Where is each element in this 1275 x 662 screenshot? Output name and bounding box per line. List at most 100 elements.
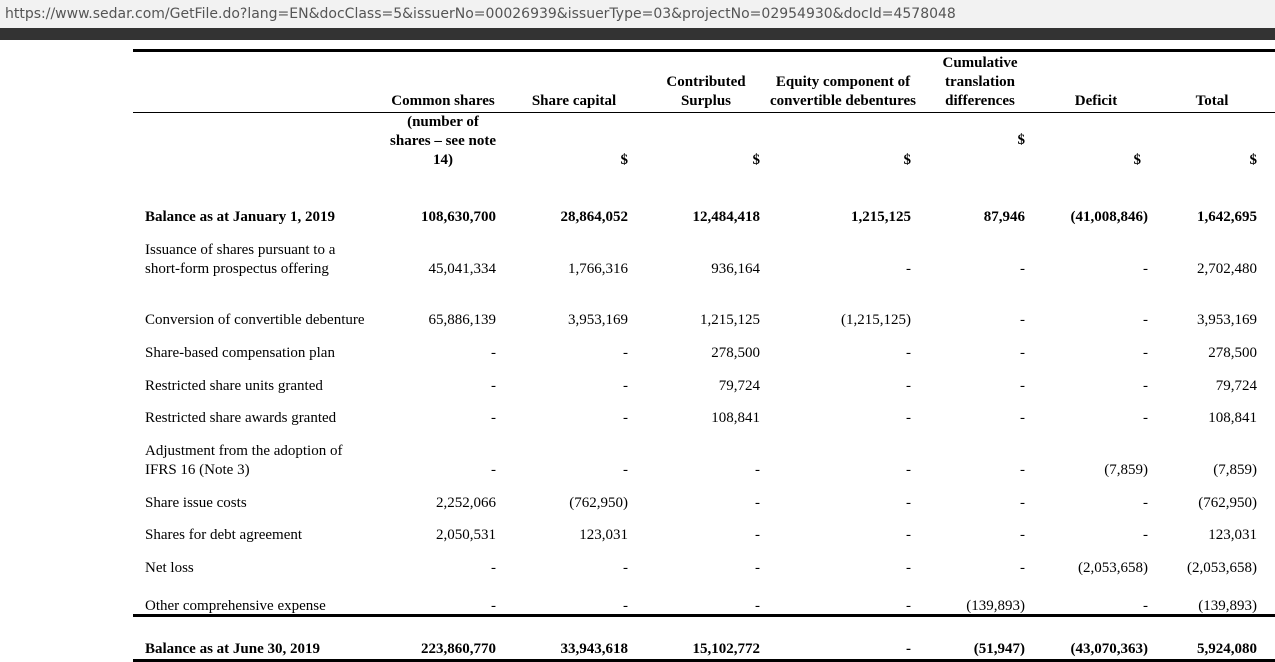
row-label: Balance as at January 1, 2019 <box>145 209 336 225</box>
row-label: Restricted share awards granted <box>145 410 337 426</box>
cell: 87,946 <box>983 209 1025 225</box>
cell: 12,484,418 <box>692 209 761 225</box>
row-label: Balance as at June 30, 2019 <box>145 641 321 657</box>
cell: - <box>906 462 911 478</box>
cell: - <box>1020 410 1025 426</box>
cell: 79,724 <box>718 378 760 394</box>
cell: - <box>1143 495 1148 511</box>
cell: - <box>1020 378 1025 394</box>
cell: (2,053,658) <box>1078 560 1148 576</box>
cell: (762,950) <box>569 495 628 511</box>
cell: - <box>1143 598 1148 614</box>
cell: 2,050,531 <box>436 527 496 543</box>
cell: - <box>623 378 628 394</box>
cell: - <box>1143 261 1148 277</box>
cell: (7,859) <box>1104 462 1148 478</box>
cell: (139,893) <box>1198 598 1257 614</box>
cell: 278,500 <box>1208 345 1257 361</box>
column-header: Deficit <box>1074 93 1118 109</box>
cell: 3,953,169 <box>1197 312 1257 328</box>
cell: - <box>1143 527 1148 543</box>
cell: - <box>1020 345 1025 361</box>
row-label: Restricted share units granted <box>145 378 323 394</box>
cell: - <box>1143 410 1148 426</box>
cell: 108,841 <box>1208 410 1257 426</box>
cell: - <box>755 598 760 614</box>
cell: - <box>906 495 911 511</box>
cell: - <box>623 345 628 361</box>
rule <box>133 614 1275 617</box>
url-bar[interactable]: https://www.sedar.com/GetFile.do?lang=EN… <box>0 0 1275 28</box>
cell: 79,724 <box>1215 378 1257 394</box>
cell: 1,642,695 <box>1197 209 1257 225</box>
cell: - <box>491 378 496 394</box>
cell: - <box>1020 527 1025 543</box>
cell: 15,102,772 <box>692 641 761 657</box>
cell: - <box>755 527 760 543</box>
column-header: Common shares <box>391 93 495 109</box>
cell: 1,766,316 <box>568 261 628 277</box>
row-label: Shares for debt agreement <box>145 527 303 543</box>
cell: 1,215,125 <box>700 312 760 328</box>
cell: 33,943,618 <box>560 641 629 657</box>
cell: (43,070,363) <box>1070 641 1149 657</box>
cell: 108,841 <box>711 410 760 426</box>
cell: 45,041,334 <box>428 261 497 277</box>
cell: - <box>906 410 911 426</box>
cell: - <box>623 560 628 576</box>
cell: 278,500 <box>711 345 760 361</box>
rule <box>133 112 1275 113</box>
cell: - <box>491 560 496 576</box>
cell: 2,252,066 <box>436 495 496 511</box>
row-label: Adjustment from the adoption of IFRS 16 … <box>145 443 343 478</box>
cell: (762,950) <box>1198 495 1257 511</box>
column-header: Share capital <box>531 93 617 109</box>
row-label: Conversion of convertible debenture <box>145 312 365 328</box>
cell: 65,886,139 <box>428 312 497 328</box>
column-unit: $ <box>752 152 761 168</box>
cell: - <box>906 261 911 277</box>
cell: 3,953,169 <box>568 312 628 328</box>
cell: - <box>1143 378 1148 394</box>
column-unit: $ <box>1249 152 1258 168</box>
row-label: Net loss <box>145 560 194 576</box>
column-header: Total <box>1195 93 1229 109</box>
cell: 1,215,125 <box>851 209 911 225</box>
column-unit: $ <box>903 152 912 168</box>
cell: - <box>1143 345 1148 361</box>
row-label: Issuance of shares pursuant to a short-f… <box>145 242 336 277</box>
row-label: Share issue costs <box>145 495 247 511</box>
cell: - <box>1020 495 1025 511</box>
cell: - <box>623 410 628 426</box>
cell: 223,860,770 <box>421 641 496 657</box>
column-unit: (number of shares – see note 14) <box>390 114 496 168</box>
column-header: Equity component of convertible debentur… <box>770 74 916 109</box>
rule <box>133 659 1275 662</box>
cell: 2,702,480 <box>1197 261 1257 277</box>
cell: - <box>755 560 760 576</box>
cell: - <box>906 527 911 543</box>
cell: (139,893) <box>966 598 1025 614</box>
cell: - <box>623 462 628 478</box>
cell: - <box>906 560 911 576</box>
cell: - <box>1020 261 1025 277</box>
cell: 108,630,700 <box>421 209 496 225</box>
cell: - <box>906 378 911 394</box>
cell: - <box>1020 560 1025 576</box>
cell: (7,859) <box>1213 462 1257 478</box>
cell: (1,215,125) <box>841 312 911 328</box>
cell: - <box>491 462 496 478</box>
cell: - <box>906 598 911 614</box>
cell: - <box>1020 312 1025 328</box>
cell: - <box>755 495 760 511</box>
cell: (41,008,846) <box>1070 209 1149 225</box>
cell: - <box>1143 312 1148 328</box>
cell: (2,053,658) <box>1187 560 1257 576</box>
cell: - <box>491 410 496 426</box>
cell: - <box>755 462 760 478</box>
cell: 936,164 <box>711 261 760 277</box>
cell: 5,924,080 <box>1197 641 1257 657</box>
cell: - <box>906 641 911 657</box>
cell: 28,864,052 <box>560 209 629 225</box>
